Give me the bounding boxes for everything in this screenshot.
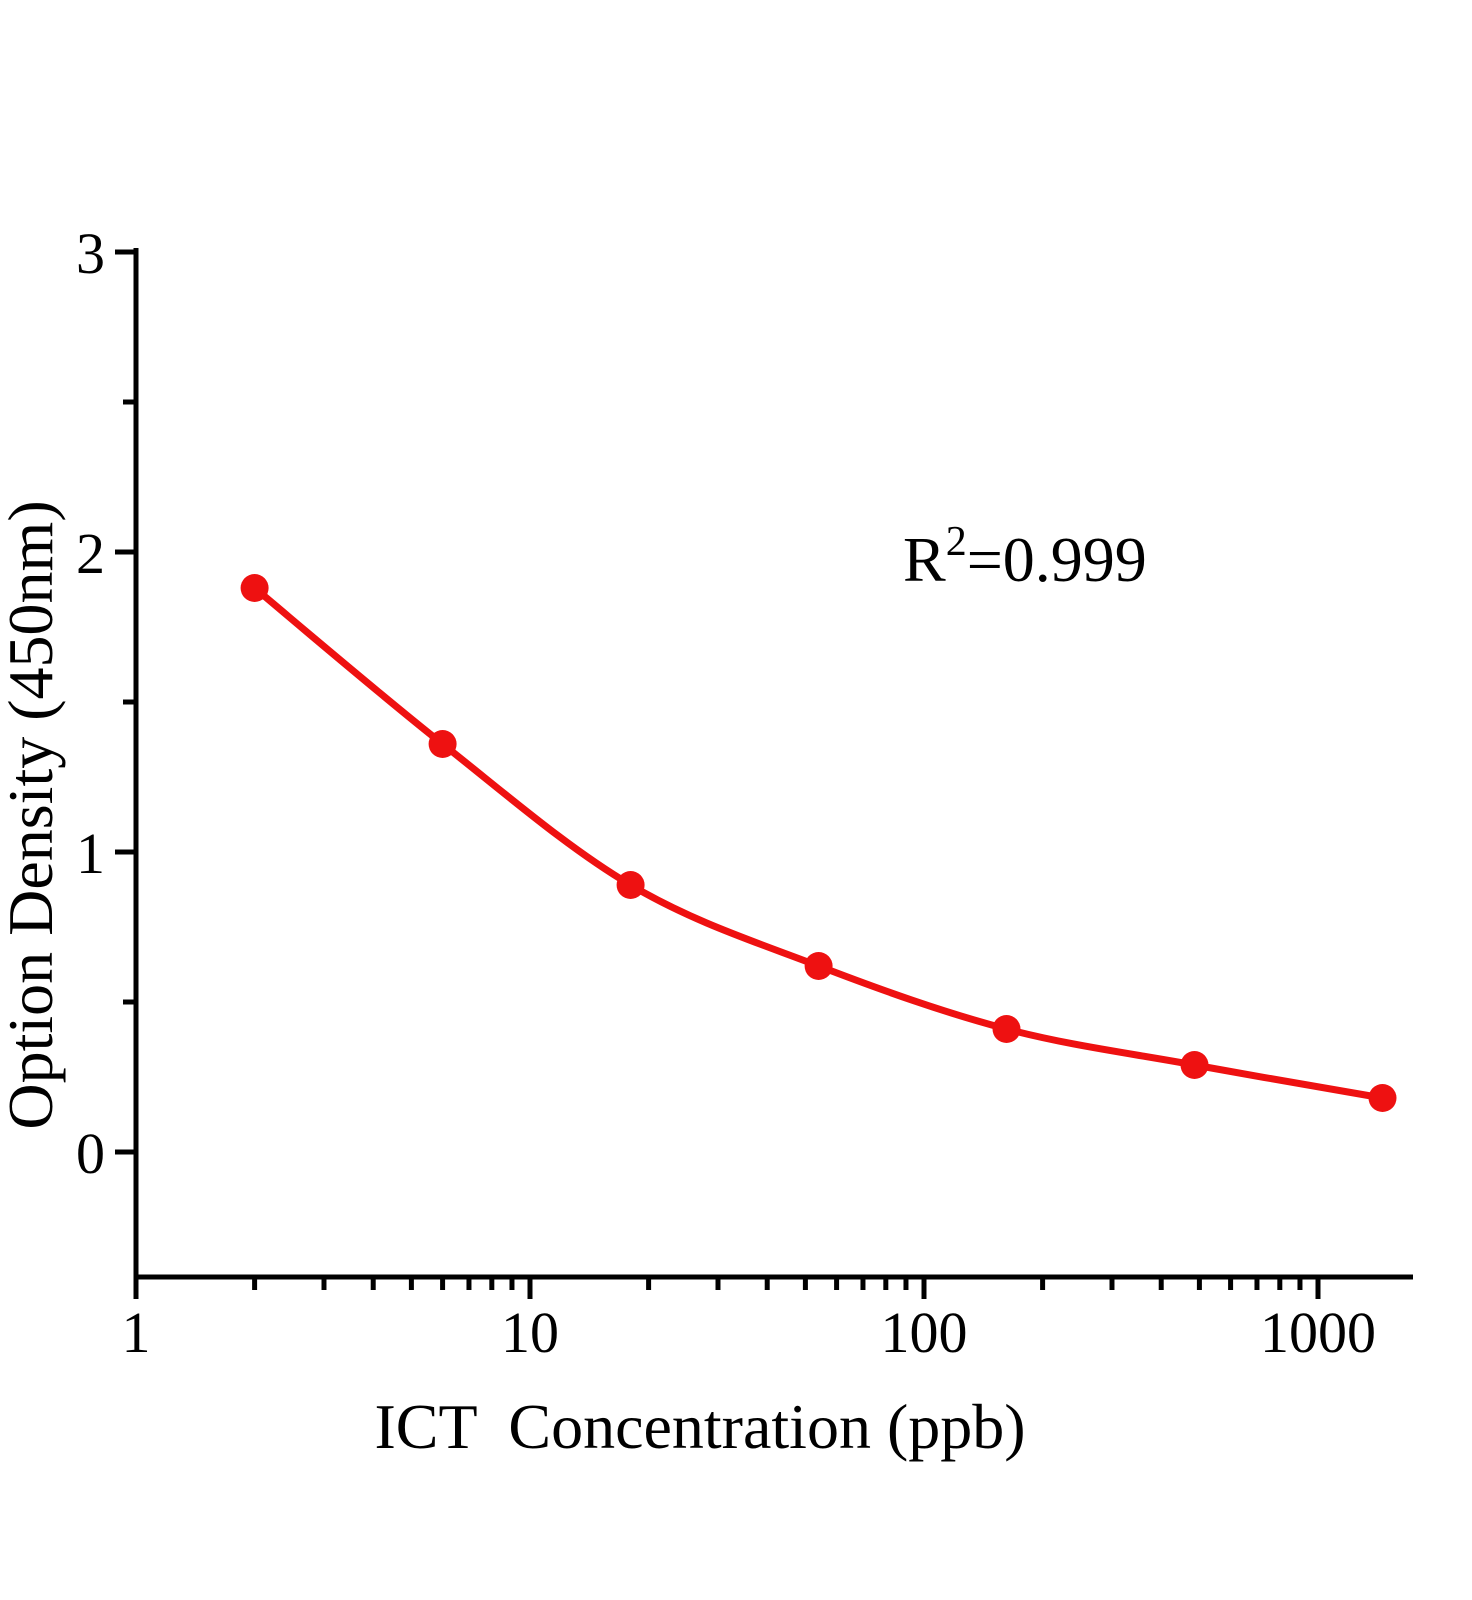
- y-tick-label: 3: [76, 221, 105, 286]
- data-point-marker: [804, 952, 833, 980]
- y-tick-label: 1: [76, 821, 105, 886]
- data-point-marker: [1368, 1084, 1397, 1112]
- x-tick-label: 10: [501, 1300, 559, 1365]
- curve-line: [251, 584, 1386, 1102]
- data-point-marker: [240, 574, 269, 602]
- x-axis-title: ICT Concentration (ppb): [374, 1391, 1025, 1462]
- data-point-marker: [992, 1015, 1021, 1043]
- y-tick-label: 2: [76, 521, 105, 586]
- x-tick-label: 1000: [1260, 1300, 1376, 1365]
- r-squared-value: =0.999: [967, 524, 1147, 595]
- data-point-marker: [1180, 1051, 1209, 1079]
- r-squared-base: R: [903, 524, 946, 595]
- r-squared-annotation: R2=0.999: [903, 519, 1147, 595]
- x-tick-label: 100: [881, 1300, 968, 1365]
- data-point-marker: [616, 871, 645, 899]
- r-squared-superscript: 2: [946, 519, 967, 565]
- data-point-marker: [428, 730, 457, 758]
- y-tick-label: 0: [76, 1121, 105, 1186]
- x-tick-label: 1: [122, 1300, 151, 1365]
- y-axis-title: Option Density (450nm): [0, 500, 66, 1129]
- axis-lines: [133, 248, 1413, 1280]
